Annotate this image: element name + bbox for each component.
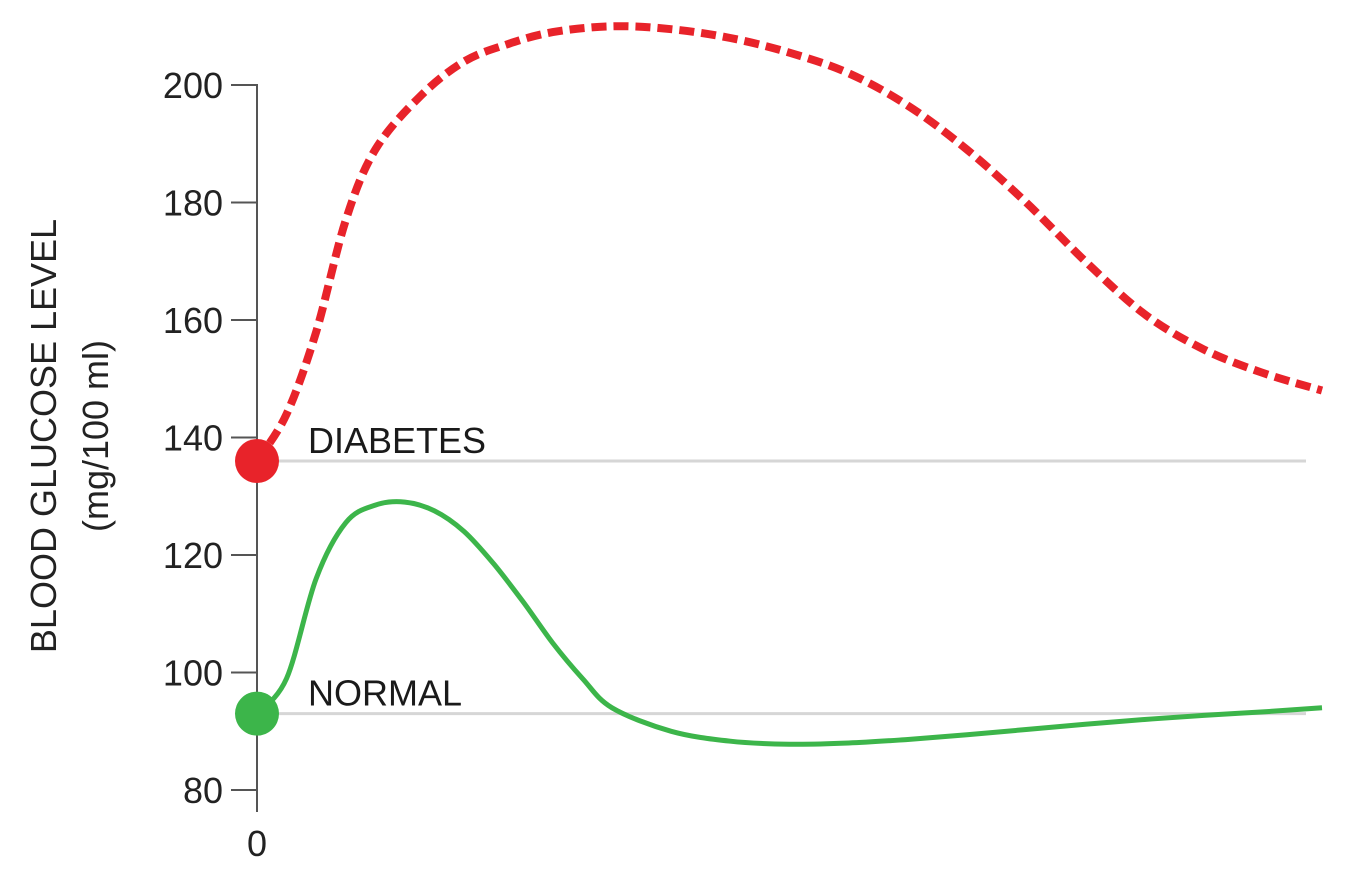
axis-titles: BLOOD GLUCOSE LEVEL (mg/100 ml) <box>23 219 116 653</box>
y-tick-label-200: 200 <box>163 65 223 106</box>
y-tick-label-100: 100 <box>163 653 223 694</box>
y-tick-label-140: 140 <box>163 418 223 459</box>
y-tick-label-180: 180 <box>163 183 223 224</box>
y-tick-label-80: 80 <box>183 770 223 811</box>
normal-line <box>255 499 1323 747</box>
baselines <box>257 459 1306 716</box>
series-labels: DIABETES NORMAL <box>308 420 486 714</box>
y-tick-label-120: 120 <box>163 535 223 576</box>
normal-start-marker <box>235 691 279 736</box>
diabetes-line <box>253 22 1324 464</box>
start-markers <box>235 439 279 736</box>
normal-label: NORMAL <box>308 673 462 714</box>
diabetes-start-marker <box>235 439 279 483</box>
y-axis-unit: (mg/100 ml) <box>75 340 116 532</box>
series-lines <box>253 22 1324 747</box>
y-axis: 80 100 120 140 160 180 200 0 <box>163 65 267 864</box>
y-axis-title: BLOOD GLUCOSE LEVEL <box>23 219 64 653</box>
diabetes-label: DIABETES <box>308 420 486 461</box>
y-tick-label-160: 160 <box>163 300 223 341</box>
x-tick-label-0: 0 <box>247 823 267 864</box>
